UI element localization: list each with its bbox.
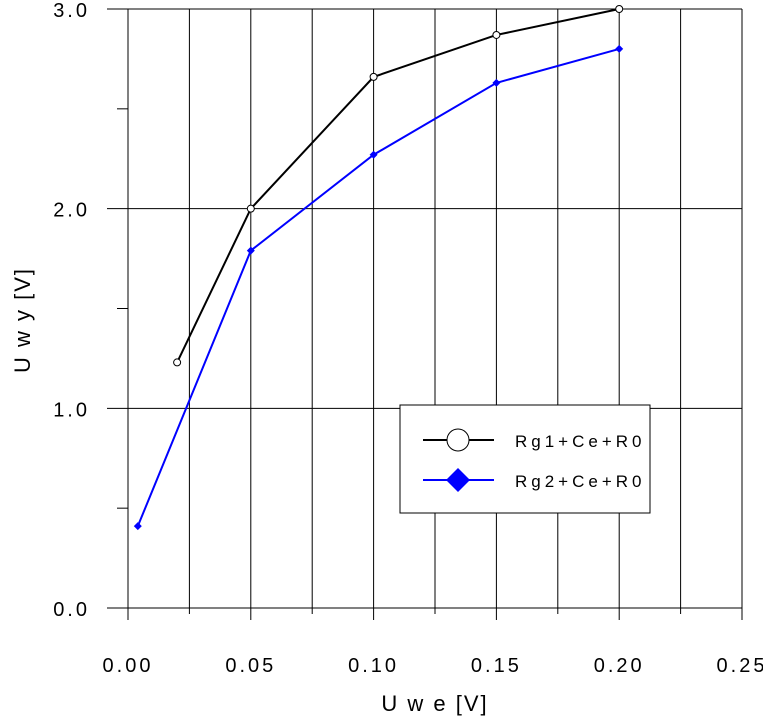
legend: Rg1+Ce+R0 Rg2+Ce+R0 xyxy=(399,404,651,514)
y-axis-label: U w y [V] xyxy=(10,267,35,373)
data-point xyxy=(369,150,378,159)
legend-circle-marker xyxy=(446,428,470,452)
y-tick-label: 1.0 xyxy=(53,399,90,421)
legend-box xyxy=(399,404,651,514)
y-tick-label: 3.0 xyxy=(53,0,90,22)
data-point xyxy=(492,30,501,39)
x-tick-label: 0.00 xyxy=(103,655,154,677)
x-tick-label: 0.10 xyxy=(348,655,399,677)
data-point xyxy=(173,358,182,367)
y-tick-label: 0.0 xyxy=(53,599,90,621)
data-point xyxy=(133,522,142,531)
series-layer xyxy=(133,5,624,531)
x-tick-label: 0.20 xyxy=(594,655,645,677)
legend-label: Rg1+Ce+R0 xyxy=(515,432,646,451)
tick-labels: 0.00 0.05 0.10 0.15 0.20 0.25 0.0 1.0 2.0 3.0 xyxy=(53,0,763,677)
legend-label: Rg2+Ce+R0 xyxy=(515,472,646,491)
series-line-1 xyxy=(176,8,620,363)
data-point xyxy=(369,72,378,81)
data-point xyxy=(615,5,624,13)
grid xyxy=(107,8,743,620)
data-point xyxy=(246,204,255,213)
data-point xyxy=(615,44,624,53)
x-tick-label: 0.25 xyxy=(717,655,763,677)
y-tick-label: 2.0 xyxy=(53,200,90,222)
data-point xyxy=(246,246,255,255)
x-axis-label: U w e [V] xyxy=(381,691,488,716)
x-tick-label: 0.05 xyxy=(225,655,276,677)
data-point xyxy=(492,78,501,87)
x-tick-label: 0.15 xyxy=(471,655,522,677)
legend-diamond-marker xyxy=(446,468,470,492)
